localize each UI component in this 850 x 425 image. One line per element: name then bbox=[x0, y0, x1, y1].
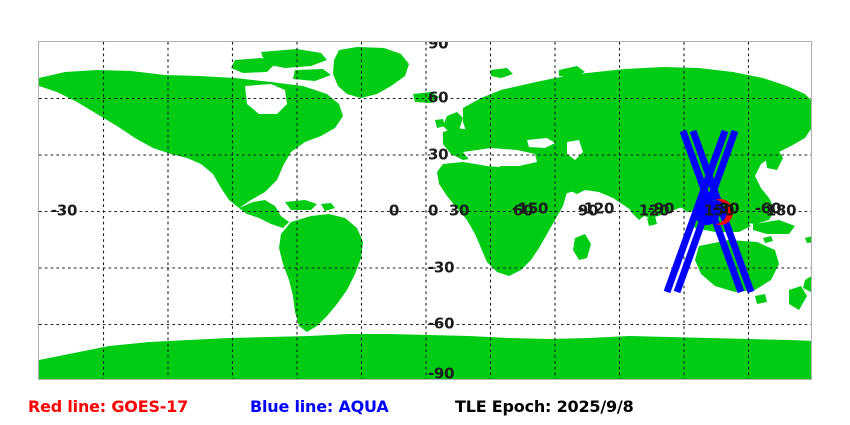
philippines-shape bbox=[743, 188, 759, 206]
lon-label--150: -150 bbox=[511, 199, 549, 218]
lon-label-90: 90 bbox=[577, 201, 599, 220]
south-america-shape bbox=[279, 214, 363, 332]
mediterranean-shape bbox=[463, 148, 537, 166]
new-zealand-shape bbox=[803, 276, 811, 292]
central-america-shape bbox=[239, 200, 289, 228]
lon-label--30-left: -30 bbox=[50, 201, 78, 220]
novaya-zemlya-shape bbox=[559, 66, 585, 78]
legend-bar: Red line: GOES-17 Blue line: AQUA TLE Ep… bbox=[0, 396, 850, 422]
lon-label-120: 120 bbox=[638, 201, 670, 220]
lon-label--90: -90 bbox=[647, 199, 675, 218]
lon-label-30: 30 bbox=[448, 201, 470, 220]
pacific-island-shape bbox=[763, 236, 773, 243]
lat-label-30: 30 bbox=[428, 145, 449, 164]
madagascar-shape bbox=[573, 234, 591, 260]
lat-label-60: 60 bbox=[428, 88, 449, 107]
tasmania-shape bbox=[755, 294, 767, 304]
lon-label--30-right: -30 bbox=[712, 199, 740, 218]
lon-label--60: -60 bbox=[754, 199, 782, 218]
caribbean-2-shape bbox=[321, 203, 335, 211]
new-guinea-shape bbox=[753, 220, 795, 234]
arabian-peninsula-shape bbox=[557, 166, 591, 194]
greenland-shape bbox=[333, 47, 409, 98]
lon-label-150: 150 bbox=[703, 201, 735, 220]
australia-shape bbox=[695, 240, 779, 292]
graticule-layer bbox=[39, 42, 811, 379]
japan-shape bbox=[765, 148, 783, 170]
black-sea-shape bbox=[527, 138, 555, 148]
aqua-position-marker bbox=[694, 199, 720, 225]
africa-shape bbox=[437, 162, 567, 276]
sri-lanka-shape bbox=[647, 216, 657, 226]
lon-label-0: 0 bbox=[388, 201, 400, 220]
arctic-islands-3-shape bbox=[293, 69, 331, 81]
lon-label-60: 60 bbox=[512, 201, 534, 220]
lon-label-180: 180 bbox=[765, 201, 797, 220]
satellite-track-layer bbox=[663, 129, 755, 294]
new-zealand-2-shape bbox=[789, 286, 807, 310]
lat-label--60: -60 bbox=[428, 314, 455, 333]
legend-goes17: Red line: GOES-17 bbox=[28, 397, 189, 416]
arctic-islands-shape bbox=[261, 49, 327, 68]
india-shape bbox=[625, 178, 659, 220]
british-isles-shape bbox=[443, 112, 463, 132]
lat-label-90: 90 bbox=[428, 41, 449, 53]
lon-label--120: -120 bbox=[577, 199, 615, 218]
iceland-shape bbox=[413, 92, 439, 103]
lat-label--30: -30 bbox=[428, 258, 455, 277]
goes17-position-marker bbox=[715, 199, 734, 225]
pacific-island-3-shape bbox=[805, 236, 811, 243]
lat-label--90: -90 bbox=[428, 364, 455, 380]
tle-epoch-label: TLE Epoch: 2025/9/8 bbox=[455, 397, 634, 416]
lat-label-0: 0 bbox=[428, 201, 439, 220]
map-canvas: 90 60 30 0 -30 -60 -90 -30 0 30 60 90 12… bbox=[39, 42, 811, 379]
legend-aqua: Blue line: AQUA bbox=[250, 397, 389, 416]
aqua-track-2 bbox=[689, 129, 755, 294]
caribbean-shape bbox=[285, 200, 317, 210]
ireland-shape bbox=[435, 119, 445, 128]
world-map-panel: 90 60 30 0 -30 -60 -90 -30 0 30 60 90 12… bbox=[38, 41, 812, 380]
svalbard-shape bbox=[491, 68, 513, 78]
arctic-islands-2-shape bbox=[231, 58, 275, 73]
